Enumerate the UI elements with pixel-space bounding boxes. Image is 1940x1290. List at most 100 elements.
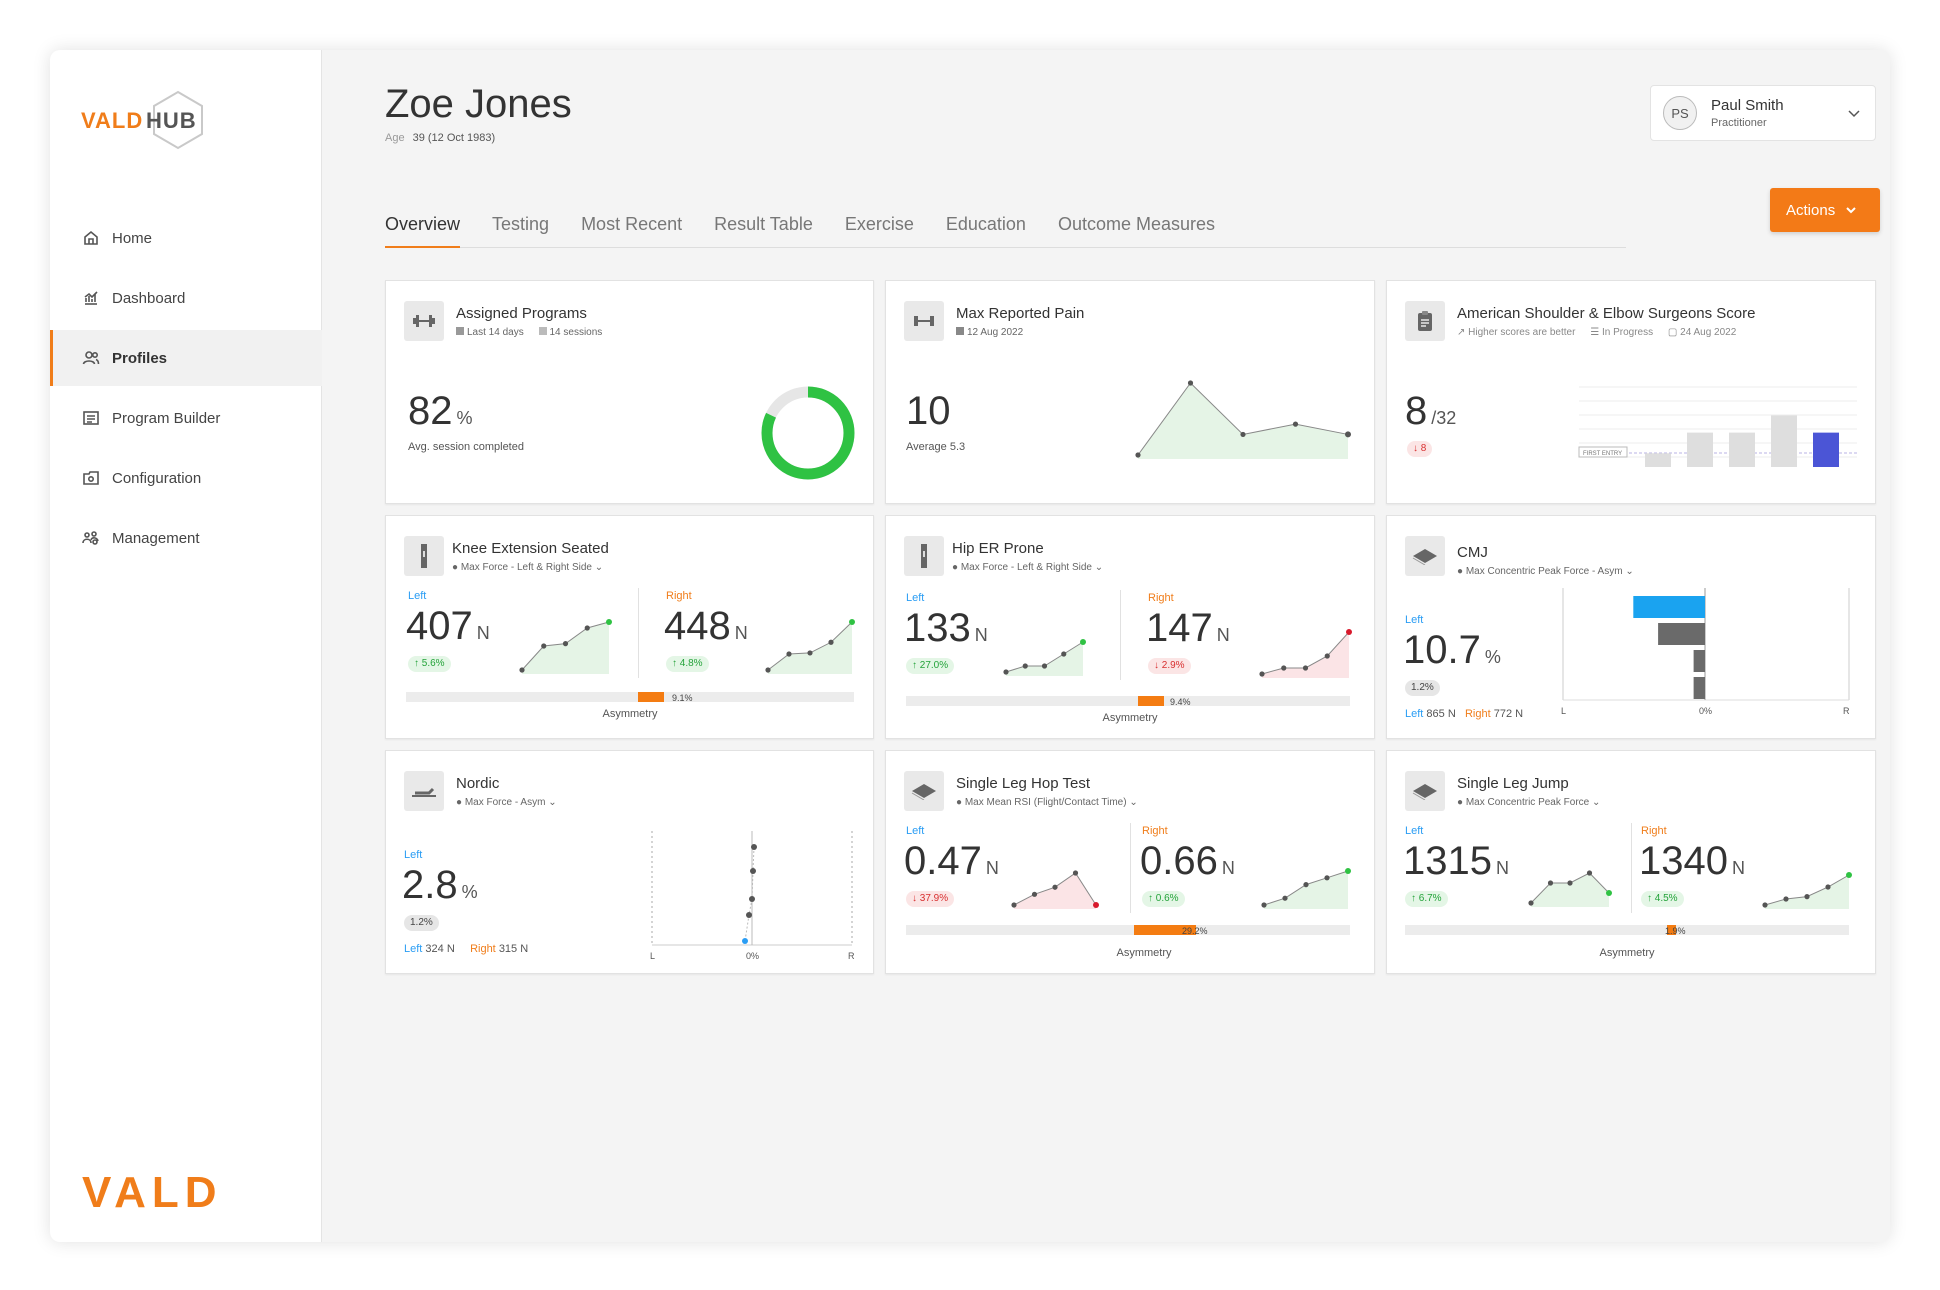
info-icon: ● <box>452 562 459 573</box>
info-icon: ● <box>456 797 463 808</box>
trend-point <box>1825 884 1831 890</box>
ases-value: 8 <box>1405 389 1428 433</box>
first-entry-tag <box>1578 446 1628 458</box>
cmj-asym-bar <box>1633 596 1705 618</box>
left-label: Left <box>906 825 925 837</box>
trend-point <box>1052 884 1058 890</box>
card-assigned-programs[interactable]: Assigned Programs Last 14 days 14 sessio… <box>385 280 874 504</box>
left-force: 865 N <box>1426 708 1456 720</box>
trend-point <box>1259 671 1265 677</box>
sidebar-nav: Home Dashboard Profiles Program Builder … <box>50 210 322 570</box>
axis-center-label: 0% <box>746 951 759 961</box>
card-nordic[interactable]: Nordic ● Max Force - Asym ⌄ Left 2.8% 1.… <box>385 750 874 974</box>
management-icon <box>82 531 99 545</box>
tab-outcome-measures[interactable]: Outcome Measures <box>1057 214 1215 234</box>
sidebar-item-home[interactable]: Home <box>50 210 322 266</box>
tab-most-recent[interactable]: Most Recent <box>581 214 683 234</box>
sidebar-item-management[interactable]: Management <box>50 510 322 566</box>
sidebar-item-label: Management <box>112 529 200 547</box>
tab-result-table[interactable]: Result Table <box>714 214 813 234</box>
card-max-reported-pain[interactable]: Max Reported Pain 12 Aug 2022 10 Average… <box>885 280 1375 504</box>
card-title: Hip ER Prone <box>952 540 1044 557</box>
tab-testing[interactable]: Testing <box>492 214 550 234</box>
right-value: 0.66 <box>1140 839 1218 883</box>
divider <box>1631 823 1632 913</box>
card-ases-score[interactable]: American Shoulder & Elbow Surgeons Score… <box>1386 280 1876 504</box>
metric-selector[interactable]: ● Max Force - Left & Right Side ⌄ <box>452 562 603 573</box>
metric-selector[interactable]: ● Max Force - Asym ⌄ <box>456 797 557 808</box>
knee-device-icon <box>404 536 444 576</box>
metric-label: Max Mean RSI (Flight/Contact Time) <box>964 797 1127 808</box>
trend-point <box>1031 891 1038 897</box>
right-label: Right <box>1641 825 1667 837</box>
sidebar-item-label: Program Builder <box>112 409 221 427</box>
main-content: Zoe Jones Age 39 (12 Oct 1983) PS Paul Sm… <box>322 50 1890 1242</box>
right-change: 4.8% <box>679 658 703 669</box>
asymmetry-fill <box>1138 696 1164 706</box>
tab-overview[interactable]: Overview <box>385 210 461 248</box>
trend-point <box>1292 421 1299 427</box>
card-subtitle: ↗ Higher scores are better ☰ In Progress… <box>1457 327 1736 338</box>
force-plate-icon <box>904 771 944 811</box>
sidebar-item-dashboard[interactable]: Dashboard <box>50 270 322 326</box>
trend-point <box>765 667 771 673</box>
trend-point <box>1022 663 1028 669</box>
right-value-display: 448 N <box>664 604 748 649</box>
right-label: Right <box>666 590 692 602</box>
card-cmj[interactable]: CMJ ● Max Concentric Peak Force - Asym ⌄… <box>1386 515 1876 739</box>
right-trend-chart <box>1261 868 1351 909</box>
card-knee-extension[interactable]: Knee Extension Seated ● Max Force - Left… <box>385 515 874 739</box>
latest-point <box>1345 868 1351 874</box>
sidebar-item-configuration[interactable]: Configuration <box>50 450 322 506</box>
cmj-badge: 1.2% <box>1405 680 1440 696</box>
right-value-display: 0.66 N <box>1140 839 1235 884</box>
card-title: Single Leg Hop Test <box>956 775 1090 792</box>
metric-label: Max Force - Left & Right Side <box>960 562 1092 573</box>
card-title: American Shoulder & Elbow Surgeons Score <box>1457 305 1756 322</box>
user-menu[interactable]: PS Paul Smith Practitioner <box>1650 85 1876 141</box>
metric-selector[interactable]: ● Max Mean RSI (Flight/Contact Time) ⌄ <box>956 797 1138 808</box>
trend-point <box>1282 895 1288 901</box>
metric-label: Max Concentric Peak Force - Asym <box>1465 566 1623 577</box>
chevron-down-icon: ⌄ <box>1129 797 1138 808</box>
right-value-display: 147 N <box>1146 606 1230 651</box>
ases-bar-chart: FIRST ENTRY <box>1578 386 1857 467</box>
force-summary: Left 324 N Right 315 N <box>404 943 528 955</box>
metric-selector[interactable]: ● Max Force - Left & Right Side ⌄ <box>952 562 1103 573</box>
first-entry-label: FIRST ENTRY <box>1583 451 1622 457</box>
metric-selector[interactable]: ● Max Concentric Peak Force ⌄ <box>1457 797 1600 808</box>
divider <box>1120 590 1121 680</box>
sidebar-item-program-builder[interactable]: Program Builder <box>50 390 322 446</box>
card-single-leg-hop[interactable]: Single Leg Hop Test ● Max Mean RSI (Flig… <box>885 750 1375 974</box>
tab-exercise[interactable]: Exercise <box>844 214 914 234</box>
right-force: 315 N <box>498 943 529 955</box>
card-single-leg-jump[interactable]: Single Leg Jump ● Max Concentric Peak Fo… <box>1386 750 1876 974</box>
right-unit: N <box>734 623 748 643</box>
left-change: 5.6% <box>421 658 445 669</box>
age-value: 39 (12 Oct 1983) <box>412 132 496 144</box>
latest-point <box>849 619 855 625</box>
tab-education[interactable]: Education <box>945 214 1026 234</box>
calendar-icon <box>956 327 964 335</box>
ases-unit: /32 <box>1431 408 1457 428</box>
metric-selector[interactable]: ● Max Concentric Peak Force - Asym ⌄ <box>1457 566 1634 577</box>
axis-center-label: 0% <box>1699 706 1712 716</box>
left-trend-chart <box>1003 639 1086 676</box>
completion-donut <box>761 386 855 480</box>
asymmetry-label: Asymmetry <box>1102 712 1158 724</box>
right-change-badge: ↑ 4.5% <box>1641 891 1684 907</box>
valdhub-logo[interactable]: VALD HUB <box>78 88 228 158</box>
trend-point <box>541 643 547 649</box>
divider <box>638 588 639 678</box>
left-change-badge: ↑ 5.6% <box>408 656 451 672</box>
profile-name: Zoe Jones <box>385 82 572 126</box>
trend-point <box>828 639 834 645</box>
list-icon: ☰ <box>1590 327 1600 338</box>
info-icon: ● <box>1457 566 1464 577</box>
actions-button[interactable]: Actions <box>1770 188 1880 232</box>
left-unit: N <box>1495 858 1509 878</box>
axis-left-label: L <box>650 951 655 961</box>
sidebar-item-profiles[interactable]: Profiles <box>50 330 322 386</box>
card-hip-er-prone[interactable]: Hip ER Prone ● Max Force - Left & Right … <box>885 515 1375 739</box>
latest-point <box>1080 639 1086 645</box>
